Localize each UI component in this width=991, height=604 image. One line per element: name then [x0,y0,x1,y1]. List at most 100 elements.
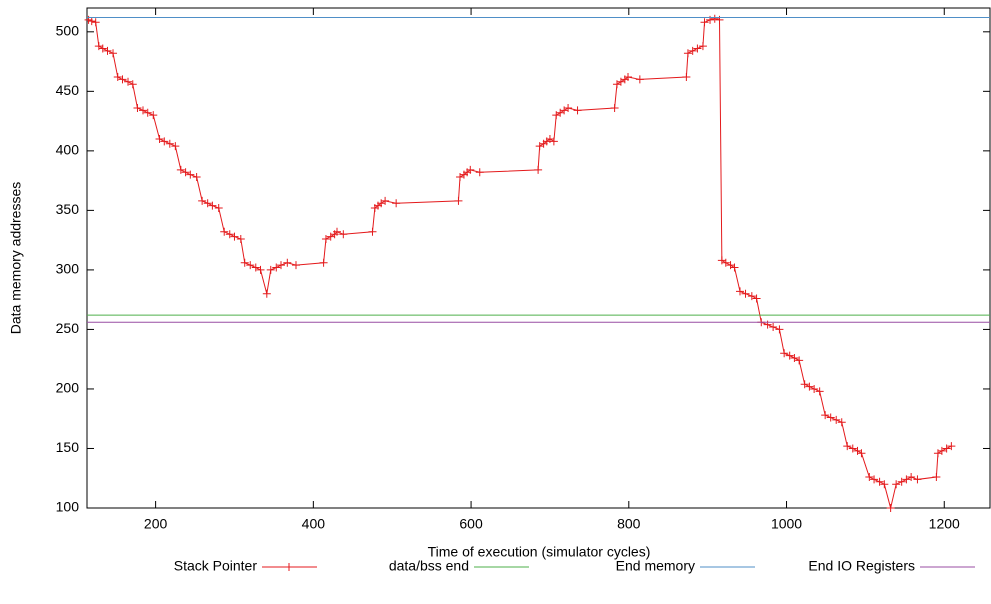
point-marker [475,168,484,177]
point-marker [897,477,906,486]
point-marker [143,108,152,117]
point-marker [937,446,946,455]
point-marker [98,44,107,53]
point-marker [805,382,814,391]
point-marker [192,173,201,182]
point-marker [103,46,112,55]
point-marker [262,289,271,298]
point-marker [892,480,901,489]
point-marker [283,258,292,267]
y-tick-label: 300 [56,261,80,277]
point-marker [843,442,852,451]
point-marker [454,196,463,205]
point-marker [752,294,761,303]
point-marker [832,415,841,424]
point-marker [564,104,573,112]
point-marker [272,263,281,272]
point-marker [109,49,118,58]
point-marker [942,444,951,453]
legend-marker [285,563,293,571]
point-marker [886,504,895,512]
point-marker [857,449,866,458]
point-marker [780,349,789,358]
legend-label: End IO Registers [808,558,915,574]
point-marker [700,18,709,27]
point-marker [198,196,207,205]
y-tick-label: 150 [56,439,80,455]
point-marker [795,356,804,365]
x-axis-label: Time of execution (simulator cycles) [428,544,651,560]
point-marker [333,227,342,236]
point-marker [236,234,245,243]
point-marker [693,44,702,53]
point-marker [155,134,164,143]
point-marker [710,14,719,23]
point-marker [138,106,147,115]
point-marker [466,165,475,174]
point-marker [203,199,212,208]
point-marker [683,49,692,58]
point-marker [810,384,819,393]
x-tick-label: 1000 [771,516,802,532]
point-marker [815,387,824,396]
point-marker [133,104,142,112]
point-marker [837,418,846,427]
point-marker [698,42,707,51]
point-marker [87,17,96,26]
point-marker [826,413,835,422]
y-tick-label: 200 [56,380,80,396]
point-marker [186,170,195,179]
point-marker [225,230,234,239]
point-marker [573,106,582,115]
point-marker [735,287,744,296]
point-marker [624,73,633,82]
point-marker [721,258,730,267]
point-marker [319,258,328,267]
point-marker [230,232,239,241]
point-marker [775,325,784,334]
point-marker [91,18,100,27]
point-marker [865,473,874,482]
legend-label: Stack Pointer [174,558,258,574]
plot-frame [86,7,991,509]
point-marker [113,73,122,82]
point-marker [682,73,691,82]
point-marker [160,137,169,146]
point-marker [118,75,127,84]
x-tick-label: 800 [617,516,641,532]
point-marker [321,234,330,243]
point-marker [907,473,916,482]
point-marker [549,137,558,146]
point-marker [339,230,348,239]
point-marker [291,261,300,270]
point-marker [688,46,697,55]
point-marker [747,292,756,301]
point-marker [821,411,830,420]
x-tick-label: 200 [144,516,168,532]
y-tick-label: 450 [56,82,80,98]
point-marker [947,442,956,451]
x-tick-label: 600 [459,516,483,532]
point-marker [214,204,223,212]
point-marker [785,351,794,360]
point-marker [149,111,158,120]
y-tick-label: 250 [56,320,80,336]
point-marker [730,263,739,272]
legend-label: data/bss end [389,558,469,574]
point-marker [790,354,799,362]
point-marker [171,142,180,151]
point-marker [870,475,879,484]
point-marker [277,261,286,270]
series-line [88,18,952,509]
point-marker [368,227,377,236]
point-marker [220,227,229,236]
point-marker [165,139,174,148]
point-marker [932,473,941,482]
point-marker [610,104,619,112]
point-marker [124,77,133,86]
x-tick-label: 400 [302,516,326,532]
point-marker [251,263,260,272]
legend-label: End memory [616,558,695,574]
point-marker [392,199,401,208]
